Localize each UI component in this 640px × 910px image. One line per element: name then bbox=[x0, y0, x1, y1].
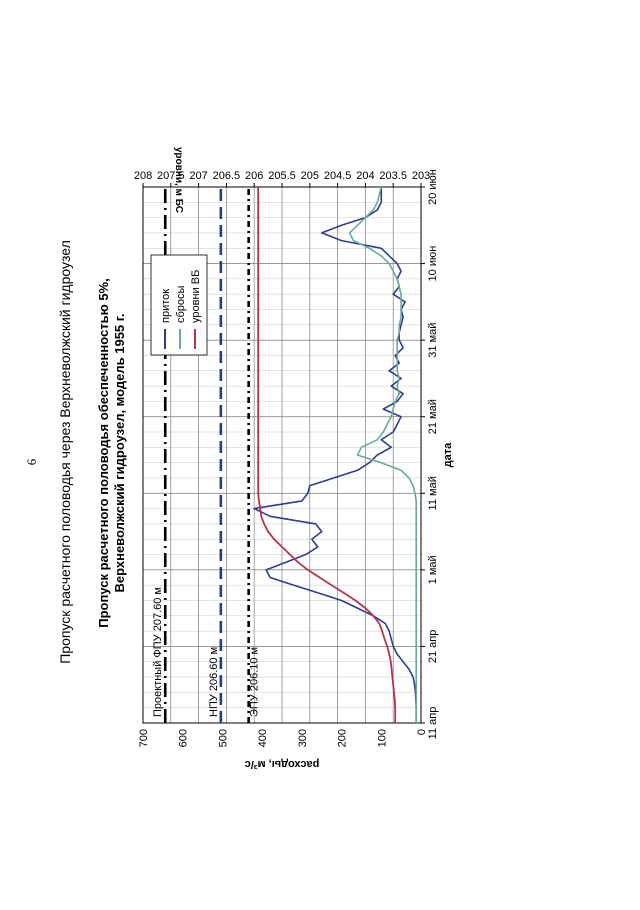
x-tick-label: 11 май bbox=[427, 476, 439, 510]
y-right-tick-label: 203.5 bbox=[379, 170, 407, 182]
x-tick-label: 11 апр bbox=[427, 707, 439, 740]
reference-line-label: ЭПУ 206.10 м bbox=[249, 647, 261, 717]
y-right-tick-label: 204.5 bbox=[324, 170, 352, 182]
y-right-tick-label: 207.5 bbox=[157, 170, 185, 182]
y-right-tick-label: 203 bbox=[412, 170, 430, 182]
y-left-tick-label: 500 bbox=[217, 729, 229, 747]
y-right-tick-label: 205.5 bbox=[268, 170, 296, 182]
left-axis-label: расходы, м³/с bbox=[245, 758, 320, 770]
chart: Пропуск расчетного половодья обеспеченно… bbox=[96, 147, 454, 770]
x-tick-label: 31 май bbox=[427, 323, 439, 358]
series-line bbox=[348, 186, 418, 723]
y-right-tick-label: 206 bbox=[245, 170, 263, 182]
y-right-tick-label: 205 bbox=[301, 170, 319, 182]
series-line bbox=[257, 187, 397, 723]
right-axis-label: уровни, м БС bbox=[173, 147, 184, 213]
chart-title-line1: Пропуск расчетного половодья обеспеченно… bbox=[96, 278, 111, 627]
y-left-tick-label: 400 bbox=[257, 729, 269, 747]
y-right-tick-label: 208 bbox=[134, 170, 152, 182]
y-left-tick-label: 300 bbox=[297, 729, 309, 747]
y-right-tick-label: 204 bbox=[356, 170, 374, 182]
x-tick-label: 1 май bbox=[427, 555, 439, 584]
x-tick-label: 10 июн bbox=[427, 246, 439, 282]
x-tick-label: 21 апр bbox=[427, 630, 439, 663]
series-line bbox=[253, 187, 418, 723]
y-left-tick-label: 200 bbox=[337, 729, 349, 747]
y-right-tick-label: 207 bbox=[189, 170, 207, 182]
reference-line-label: Проектный ФПУ 207.60 м bbox=[152, 587, 164, 717]
legend-label: сбросы bbox=[175, 285, 187, 323]
y-left-tick-label: 100 bbox=[376, 729, 388, 747]
x-axis-label: дата bbox=[442, 442, 454, 467]
page-number: 6 bbox=[24, 458, 39, 465]
plot-area: Проектный ФПУ 207.60 м НПУ 206.60 м ЭПУ 20… bbox=[134, 169, 439, 747]
reference-line-label: НПУ 206.60 м bbox=[208, 647, 220, 717]
legend-label: приток bbox=[160, 289, 172, 323]
x-tick-label: 20 июн bbox=[427, 169, 439, 205]
y-left-tick-label: 0 bbox=[416, 729, 428, 735]
page-heading: Пропуск расчетного половодья через Верхн… bbox=[57, 240, 73, 664]
y-right-tick-label: 206.5 bbox=[213, 170, 241, 182]
legend-label: уровни ВБ bbox=[190, 270, 202, 323]
chart-title-line2: Верхневолжский гидроузел, модель 1955 г. bbox=[112, 313, 127, 592]
y-left-tick-label: 700 bbox=[138, 729, 150, 747]
y-left-tick-label: 600 bbox=[178, 729, 190, 747]
legend: приток сбросы уровни ВБ bbox=[150, 254, 208, 356]
x-tick-label: 21 май bbox=[427, 399, 439, 434]
